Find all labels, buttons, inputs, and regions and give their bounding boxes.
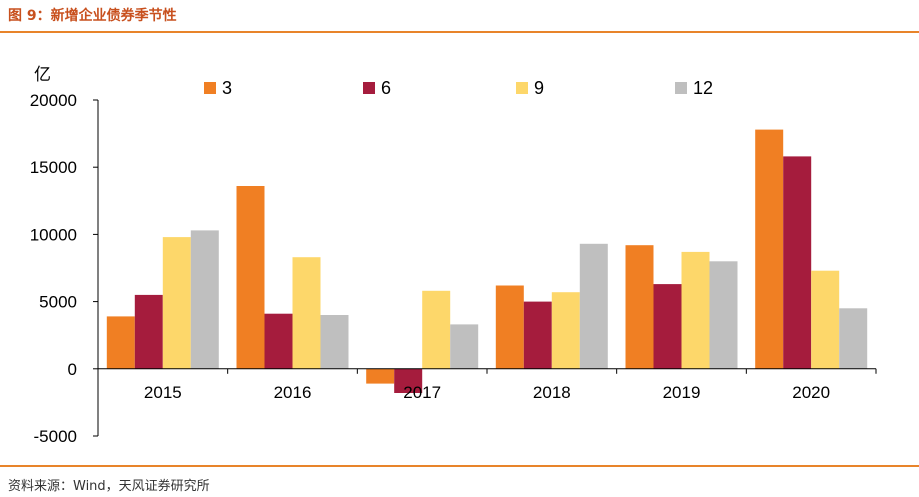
y-tick-label: -5000: [34, 427, 77, 446]
x-tick-label: 2018: [533, 383, 571, 402]
y-tick-label: 20000: [30, 91, 77, 110]
bar-2020-9: [811, 270, 840, 369]
legend-label-3: 3: [222, 78, 232, 98]
bar-2015-3: [106, 316, 135, 369]
bar-2020-3: [755, 129, 784, 369]
legend-swatch-6: [363, 82, 375, 94]
bar-2018-12: [579, 243, 608, 369]
legend-swatch-12: [675, 82, 687, 94]
bar-2018-6: [523, 301, 552, 369]
legend-label-6: 6: [381, 78, 391, 98]
bar-2017-12: [450, 324, 479, 369]
y-tick-label: 10000: [30, 225, 77, 244]
bar-2015-12: [190, 230, 219, 369]
x-tick-label: 2016: [274, 383, 312, 402]
bar-2017-9: [422, 290, 451, 369]
source-note: 资料来源：Wind，天风证券研究所: [8, 479, 210, 494]
legend-swatch-9: [516, 82, 528, 94]
bar-2015-6: [134, 294, 163, 369]
bar-2018-9: [551, 292, 580, 369]
y-axis: -5000 0 5000 10000 15000 20000: [30, 91, 99, 446]
y-tick-label: 15000: [30, 158, 77, 177]
x-tick-label: 2015: [144, 383, 182, 402]
x-tick-label: 2020: [792, 383, 830, 402]
x-tick-label: 2019: [663, 383, 701, 402]
legend-label-12: 12: [693, 78, 713, 98]
bar-2017-6: [394, 368, 423, 393]
top-divider: [0, 31, 919, 33]
bar-2018-3: [495, 285, 524, 369]
bar-2019-3: [625, 245, 654, 369]
y-tick-label: 0: [68, 360, 77, 379]
bar-2016-6: [264, 313, 293, 369]
bar-2016-12: [320, 315, 349, 369]
bar-2019-6: [653, 284, 682, 369]
x-axis: 2015 2016 2017 2018 2019 2020: [97, 368, 877, 402]
bar-2019-9: [681, 251, 710, 369]
chart-legend: 3 6 9 12: [204, 78, 713, 98]
bar-2019-12: [709, 261, 738, 369]
bar-2015-9: [162, 237, 191, 369]
bar-2020-6: [783, 156, 812, 369]
figure-title: 图 9：新增企业债券季节性: [8, 8, 177, 24]
bars: [106, 129, 868, 393]
y-axis-unit-label: 亿: [34, 65, 51, 85]
x-tick-label: 2017: [403, 383, 441, 402]
bottom-divider: [0, 465, 919, 467]
y-tick-label: 5000: [39, 293, 77, 312]
bar-2020-12: [839, 308, 868, 369]
bar-2016-9: [292, 257, 321, 369]
bar-2017-3: [366, 368, 395, 384]
bar-2016-3: [236, 186, 265, 369]
legend-label-9: 9: [534, 78, 544, 98]
legend-swatch-3: [204, 82, 216, 94]
